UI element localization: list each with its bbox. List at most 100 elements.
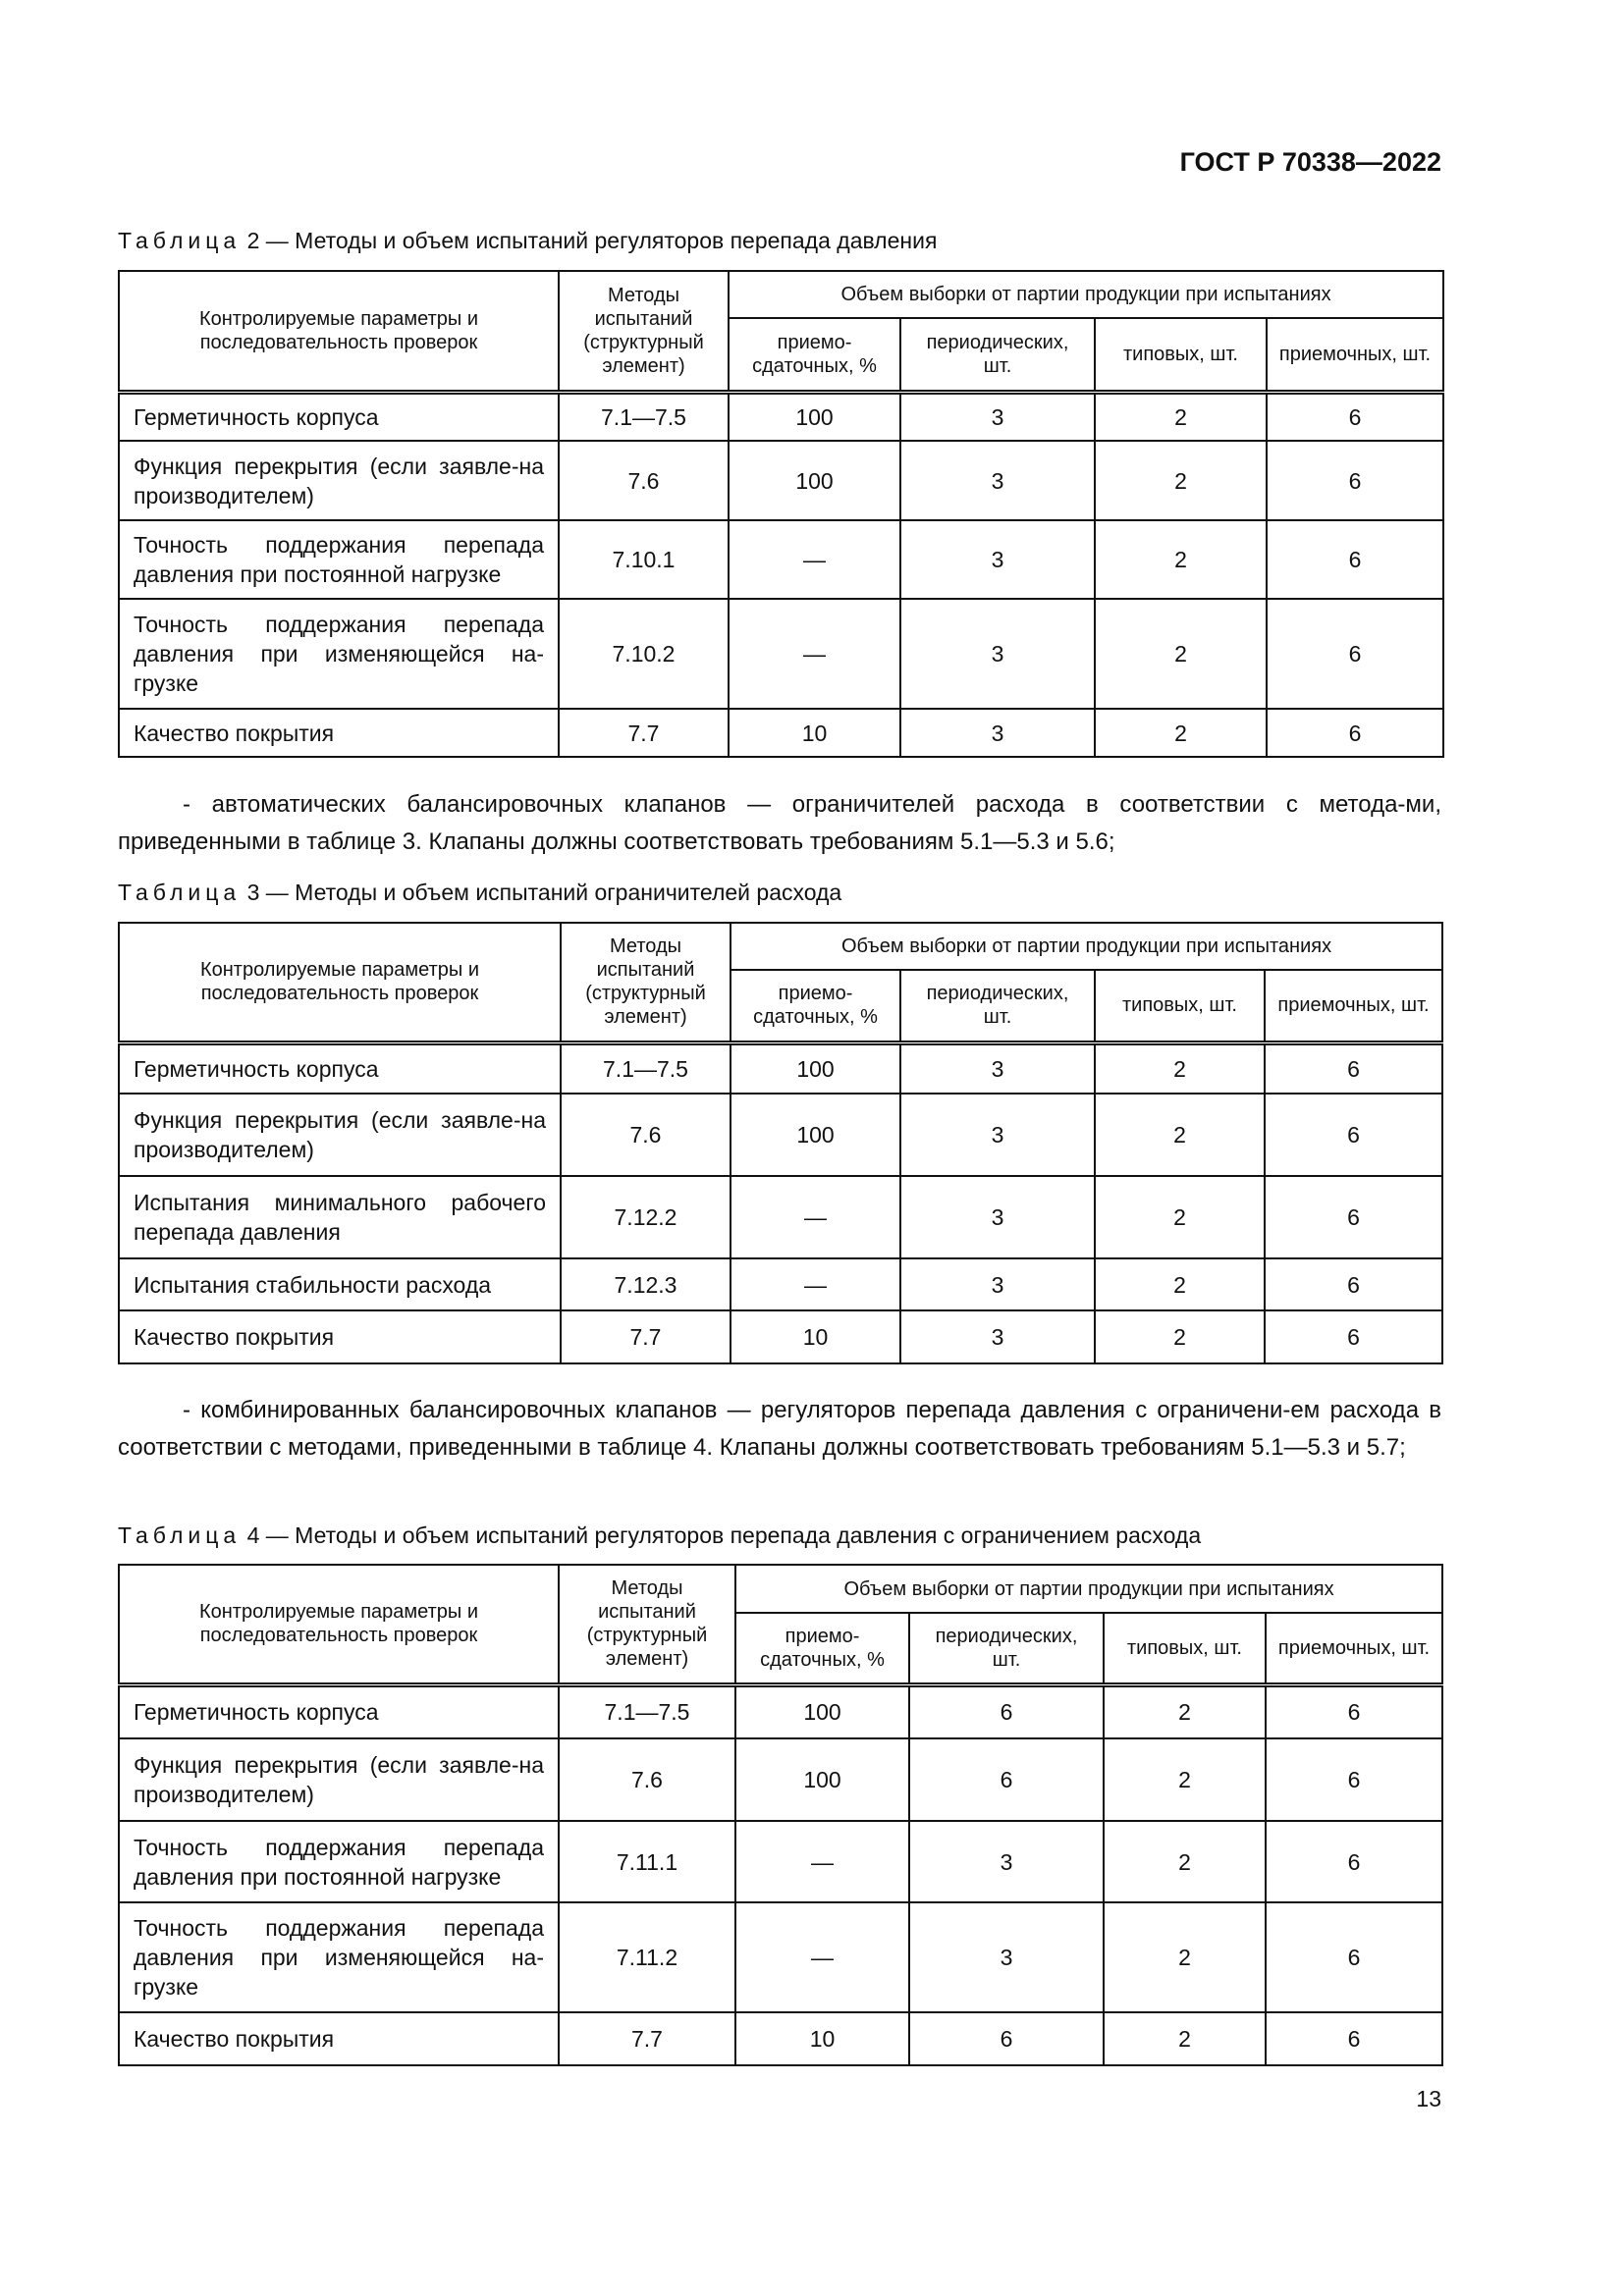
value-cell: 6 xyxy=(908,1682,1105,1739)
header-receiving: приемочных, шт. xyxy=(1264,1612,1444,1685)
table-row: Функция перекрытия (если заявле-на произ… xyxy=(118,1093,1444,1177)
value-cell: 7.6 xyxy=(560,1093,731,1177)
value-cell: 2 xyxy=(1103,1820,1267,1903)
value-cell: 3 xyxy=(899,1309,1096,1364)
value-cell: 2 xyxy=(1094,389,1268,442)
value-cell: 2 xyxy=(1094,440,1268,521)
table-row: Качество покрытия 7.7 10 6 2 6 xyxy=(118,2011,1444,2066)
value-cell: 7.12.3 xyxy=(560,1257,731,1311)
value-cell: 2 xyxy=(1103,1737,1267,1822)
header-subrow: приемо-сдаточных, % периодических, шт. тип… xyxy=(119,1612,1444,1685)
caption-number: 4 xyxy=(246,1522,260,1548)
value-cell: 100 xyxy=(730,1040,901,1095)
value-cell: 6 xyxy=(1265,519,1445,600)
header-methods: Методы испытаний (структурный элемент) xyxy=(558,270,730,393)
header-params: Контролируемые параметры и последователь… xyxy=(118,270,560,393)
value-cell: 100 xyxy=(734,1682,910,1739)
value-cell: 2 xyxy=(1094,1040,1266,1095)
value-cell: 2 xyxy=(1094,598,1268,710)
table-row: Точность поддержания перепада давления п… xyxy=(118,1901,1444,2013)
parameter-cell: Точность поддержания перепада давления п… xyxy=(118,1820,560,1903)
value-cell: 7.7 xyxy=(560,1309,731,1364)
value-cell: 7.7 xyxy=(558,708,730,758)
parameter-cell: Точность поддержания перепада давления п… xyxy=(118,519,560,600)
paragraph-1: - автоматических балансировочных клапано… xyxy=(118,786,1441,861)
parameter-cell: Точность поддержания перепада давления п… xyxy=(118,598,560,710)
value-cell: 7.1—7.5 xyxy=(558,389,730,442)
header-row: Контролируемые параметры и последователь… xyxy=(118,270,1445,393)
header-volume: Объем выборки от партии продукции при ис… xyxy=(729,922,1444,971)
parameter-cell: Испытания стабильности расхода xyxy=(118,1257,562,1311)
parameter-cell: Герметичность корпуса xyxy=(118,1040,562,1095)
value-cell: 2 xyxy=(1094,519,1268,600)
value-cell: 3 xyxy=(899,1040,1096,1095)
value-cell: 6 xyxy=(1265,598,1445,710)
value-cell: 6 xyxy=(1264,1682,1444,1739)
header-subrow: приемо-сдаточных, % периодических, шт. тип… xyxy=(119,317,1445,393)
value-cell: 6 xyxy=(1264,1737,1444,1822)
value-cell: 3 xyxy=(899,389,1096,442)
value-cell: — xyxy=(730,1175,901,1259)
value-cell: 7.1—7.5 xyxy=(560,1040,731,1095)
value-cell: 10 xyxy=(728,708,901,758)
parameter-cell: Герметичность корпуса xyxy=(118,1682,560,1739)
header-acceptance: приемо-сдаточных, % xyxy=(730,969,901,1043)
header-periodic: периодических, шт. xyxy=(899,969,1096,1043)
value-cell: — xyxy=(728,598,901,710)
table-row: Точность поддержания перепада давления п… xyxy=(118,598,1445,710)
table-row: Функция перекрытия (если заявле-на произ… xyxy=(118,440,1445,521)
value-cell: — xyxy=(728,519,901,600)
table-3-caption: Таблица 3 — Методы и объем испытаний огр… xyxy=(118,880,841,906)
value-cell: 7.1—7.5 xyxy=(558,1682,736,1739)
value-cell: 7.11.1 xyxy=(558,1820,736,1903)
value-cell: 6 xyxy=(1263,1309,1444,1364)
parameter-cell: Качество покрытия xyxy=(118,2011,560,2066)
value-cell: 6 xyxy=(1265,389,1445,442)
parameter-cell: Испытания минимального рабочего перепада… xyxy=(118,1175,562,1259)
caption-number: 3 xyxy=(246,880,260,905)
value-cell: 6 xyxy=(1264,2011,1444,2066)
value-cell: 100 xyxy=(730,1093,901,1177)
table-row: Герметичность корпуса 7.1—7.5 100 3 2 6 xyxy=(118,389,1445,442)
header-row: Контролируемые параметры и последователь… xyxy=(118,1564,1444,1685)
caption-label: Таблица xyxy=(118,228,242,253)
value-cell: 10 xyxy=(730,1309,901,1364)
table-row: Испытания стабильности расхода 7.12.3—3 2 6 xyxy=(118,1257,1444,1311)
page-number: 13 xyxy=(1416,2086,1441,2111)
caption-label: Таблица xyxy=(118,880,242,905)
value-cell: 6 xyxy=(1263,1257,1444,1311)
header-receiving: приемочных, шт. xyxy=(1265,317,1445,393)
value-cell: 2 xyxy=(1094,1175,1266,1259)
header-methods: Методы испытаний (структурный элемент) xyxy=(560,922,731,1043)
value-cell: 100 xyxy=(734,1737,910,1822)
header-volume: Объем выборки от партии продукции при ис… xyxy=(727,270,1445,319)
value-cell: 3 xyxy=(899,440,1096,521)
value-cell: 2 xyxy=(1094,708,1268,758)
parameter-cell: Функция перекрытия (если заявле-на произ… xyxy=(118,440,560,521)
value-cell: 100 xyxy=(728,389,901,442)
value-cell: 6 xyxy=(908,1737,1105,1822)
value-cell: 3 xyxy=(908,1820,1105,1903)
parameter-cell: Функция перекрытия (если заявле-на произ… xyxy=(118,1737,560,1822)
table-2-caption: Таблица 2 — Методы и объем испытаний рег… xyxy=(118,228,937,254)
value-cell: — xyxy=(734,1820,910,1903)
parameter-cell: Качество покрытия xyxy=(118,708,560,758)
paragraph-text: - автоматических балансировочных клапано… xyxy=(118,791,1441,855)
header-type: типовых, шт. xyxy=(1094,969,1266,1043)
table-row: Герметичность корпуса 7.1—7.5 100 3 2 6 xyxy=(118,1040,1444,1095)
value-cell: 100 xyxy=(728,440,901,521)
value-cell: 7.6 xyxy=(558,1737,736,1822)
table-4: Контролируемые параметры и последователь… xyxy=(118,1564,1444,2066)
value-cell: 3 xyxy=(908,1901,1105,2013)
value-cell: 3 xyxy=(899,519,1096,600)
value-cell: 2 xyxy=(1094,1257,1266,1311)
value-cell: 2 xyxy=(1103,1901,1267,2013)
value-cell: 2 xyxy=(1103,1682,1267,1739)
table-2: Контролируемые параметры и последователь… xyxy=(118,270,1445,758)
value-cell: 6 xyxy=(1263,1175,1444,1259)
table-row: Испытания минимального рабочего перепада… xyxy=(118,1175,1444,1259)
table-row: Точность поддержания перепада давления п… xyxy=(118,519,1445,600)
value-cell: — xyxy=(730,1257,901,1311)
parameter-cell: Функция перекрытия (если заявле-на произ… xyxy=(118,1093,562,1177)
value-cell: 6 xyxy=(1264,1901,1444,2013)
